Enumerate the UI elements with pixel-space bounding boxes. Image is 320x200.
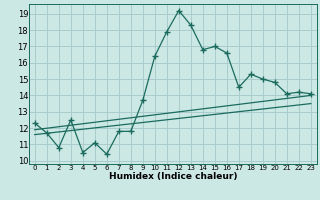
X-axis label: Humidex (Indice chaleur): Humidex (Indice chaleur) — [108, 172, 237, 181]
